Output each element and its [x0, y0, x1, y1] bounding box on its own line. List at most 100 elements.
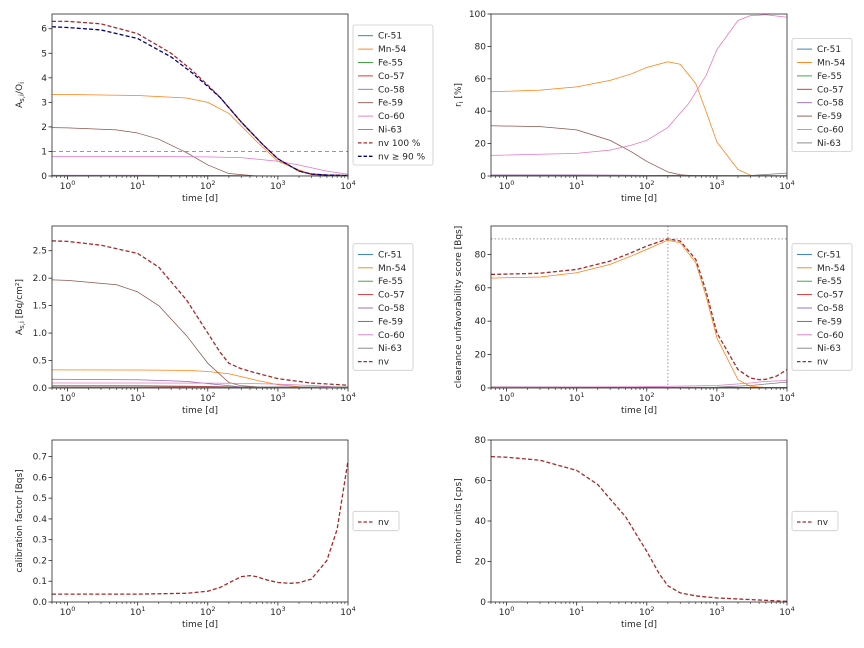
x-tick-label: 103	[709, 391, 725, 404]
legend-label-co-58: Co-58	[817, 99, 844, 109]
y-axis-label: calibration factor [Bqs]	[15, 469, 25, 572]
legend-label-nv-ge-90-pct: nv ≥ 90 %	[378, 152, 426, 162]
y-tick-label: 40	[475, 107, 487, 117]
series-line-fe-59	[52, 127, 348, 176]
y-axis-label: monitor units [cps]	[454, 478, 464, 563]
legend-frame	[352, 24, 434, 166]
series-line-nv-100-pct	[52, 20, 348, 176]
y-tick-label: 5	[41, 49, 47, 59]
legend: nv	[352, 510, 400, 532]
y-tick-label: 2.5	[33, 247, 47, 257]
plot-frame	[490, 225, 788, 389]
x-tick-label: 104	[340, 605, 356, 618]
y-tick-label: 2	[41, 123, 47, 133]
legend: Cr-51 Mn-54 Fe-55 Co-57 Co-58 Fe-59 Co-60 Ni-63…	[352, 24, 434, 166]
y-tick-label: 3	[41, 98, 47, 108]
legend-label-fe-59: Fe-59	[378, 317, 403, 327]
plot-frame	[51, 439, 349, 603]
legend-label-co-60: Co-60	[378, 112, 405, 122]
x-axis-label: time [d]	[621, 194, 657, 204]
legend-label-mn-54: Mn-54	[378, 45, 406, 55]
y-axis-label: As,i/Oi	[15, 82, 26, 108]
chart-p2: 100 101 102 103 104 0 20 40 60 80 100 time [d] ri [%…	[454, 10, 853, 204]
series-line-fe-59	[52, 279, 348, 388]
series-line-nv-ge-90-pct	[52, 26, 348, 176]
y-tick-label: 20	[475, 558, 487, 568]
x-tick-label: 101	[130, 605, 146, 618]
legend-label-co-57: Co-57	[817, 85, 844, 95]
y-tick-label: 0.6	[33, 473, 48, 483]
x-tick-label: 104	[340, 391, 356, 404]
y-tick-label: 0.5	[33, 357, 47, 367]
x-axis-label: time [d]	[182, 194, 218, 204]
x-tick-label: 101	[569, 605, 585, 618]
x-tick-label: 104	[340, 179, 356, 192]
series-line-co-60	[491, 14, 787, 156]
x-tick-label: 103	[709, 605, 725, 618]
legend-label-cr-51: Cr-51	[378, 250, 402, 260]
series-line-co-60	[491, 380, 787, 388]
series-line-co-60	[52, 155, 348, 175]
y-tick-label: 60	[475, 284, 487, 294]
legend-frame	[352, 243, 414, 371]
legend-frame	[791, 38, 853, 152]
y-tick-label: 0	[41, 172, 47, 182]
chart-p3: 100 101 102 103 104 0.0 0.5 1.0 1.5 2.0 2.5 time [d…	[15, 225, 414, 416]
plot-frame	[490, 439, 788, 603]
y-tick-label: 80	[475, 436, 487, 446]
legend-label-ni-63: Ni-63	[378, 126, 402, 136]
legend-label-cr-51: Cr-51	[817, 250, 841, 260]
legend-label-nv: nv	[378, 358, 390, 368]
x-tick-label: 103	[270, 179, 286, 192]
y-tick-label: 0.0	[33, 598, 48, 608]
legend-label-fe-55: Fe-55	[378, 59, 403, 69]
y-tick-label: 0.4	[33, 515, 48, 525]
x-tick-label: 102	[639, 391, 655, 404]
legend-label-nv-100-pct: nv 100 %	[378, 139, 421, 149]
y-tick-label: 1	[41, 147, 47, 157]
series-line-nv	[491, 455, 787, 602]
y-tick-label: 0.3	[33, 536, 47, 546]
y-tick-label: 0	[480, 384, 486, 394]
x-tick-label: 101	[130, 391, 146, 404]
y-tick-label: 40	[475, 517, 487, 527]
y-tick-label: 6	[41, 25, 47, 35]
x-tick-label: 102	[200, 391, 216, 404]
x-tick-label: 101	[569, 179, 585, 192]
x-tick-label: 100	[499, 605, 515, 618]
legend-label-co-60: Co-60	[817, 331, 844, 341]
series-line-mn-54	[491, 61, 787, 176]
y-tick-label: 2.0	[33, 274, 48, 284]
y-tick-label: 0	[480, 598, 486, 608]
legend-frame	[791, 510, 839, 532]
x-tick-label: 102	[639, 605, 655, 618]
legend-label-co-57: Co-57	[378, 291, 405, 301]
legend-label-fe-55: Fe-55	[817, 72, 842, 82]
legend-label-fe-59: Fe-59	[378, 99, 403, 109]
x-tick-label: 103	[270, 391, 286, 404]
x-axis-label: time [d]	[621, 406, 657, 416]
x-tick-label: 104	[779, 179, 795, 192]
legend-label-co-58: Co-58	[817, 304, 844, 314]
x-tick-label: 104	[779, 391, 795, 404]
chart-p6: 100 101 102 103 104 0 20 40 60 80 time [d] monitor …	[454, 436, 839, 630]
series-line-co-58	[491, 174, 787, 176]
series-line-co-60	[52, 382, 348, 388]
legend-label-co-58: Co-58	[378, 85, 405, 95]
series-line-fe-59	[491, 125, 787, 176]
y-axis-label: ri [%]	[454, 83, 465, 107]
legend-label-ni-63: Ni-63	[378, 344, 402, 354]
legend-label-ni-63: Ni-63	[817, 139, 841, 149]
y-tick-label: 0.7	[33, 453, 47, 463]
plot-frame	[51, 225, 349, 389]
y-tick-label: 0	[480, 172, 486, 182]
legend-label-co-58: Co-58	[378, 304, 405, 314]
legend: Cr-51 Mn-54 Fe-55 Co-57 Co-58 Fe-59 Co-60 Ni-63…	[352, 243, 414, 371]
legend-label-nv: nv	[817, 518, 829, 528]
x-tick-label: 104	[779, 605, 795, 618]
legend-label-co-57: Co-57	[817, 291, 844, 301]
legend-label-co-60: Co-60	[378, 331, 405, 341]
chart-p4: 100 101 102 103 104 0 20 40 60 80 time [d] clearanc…	[454, 225, 853, 416]
x-tick-label: 103	[709, 179, 725, 192]
